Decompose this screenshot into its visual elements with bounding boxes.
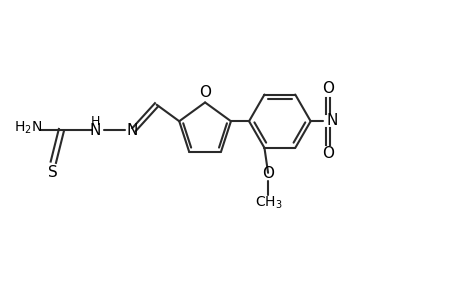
Text: N: N <box>126 124 138 139</box>
Text: N: N <box>89 124 101 139</box>
Text: O: O <box>199 85 211 100</box>
Text: CH$_3$: CH$_3$ <box>254 194 282 211</box>
Text: H$_2$N: H$_2$N <box>14 119 42 136</box>
Text: S: S <box>48 165 58 180</box>
Text: O: O <box>321 81 333 96</box>
Text: N: N <box>326 113 337 128</box>
Text: H: H <box>90 115 100 128</box>
Text: O: O <box>262 166 274 181</box>
Text: O: O <box>321 146 333 161</box>
